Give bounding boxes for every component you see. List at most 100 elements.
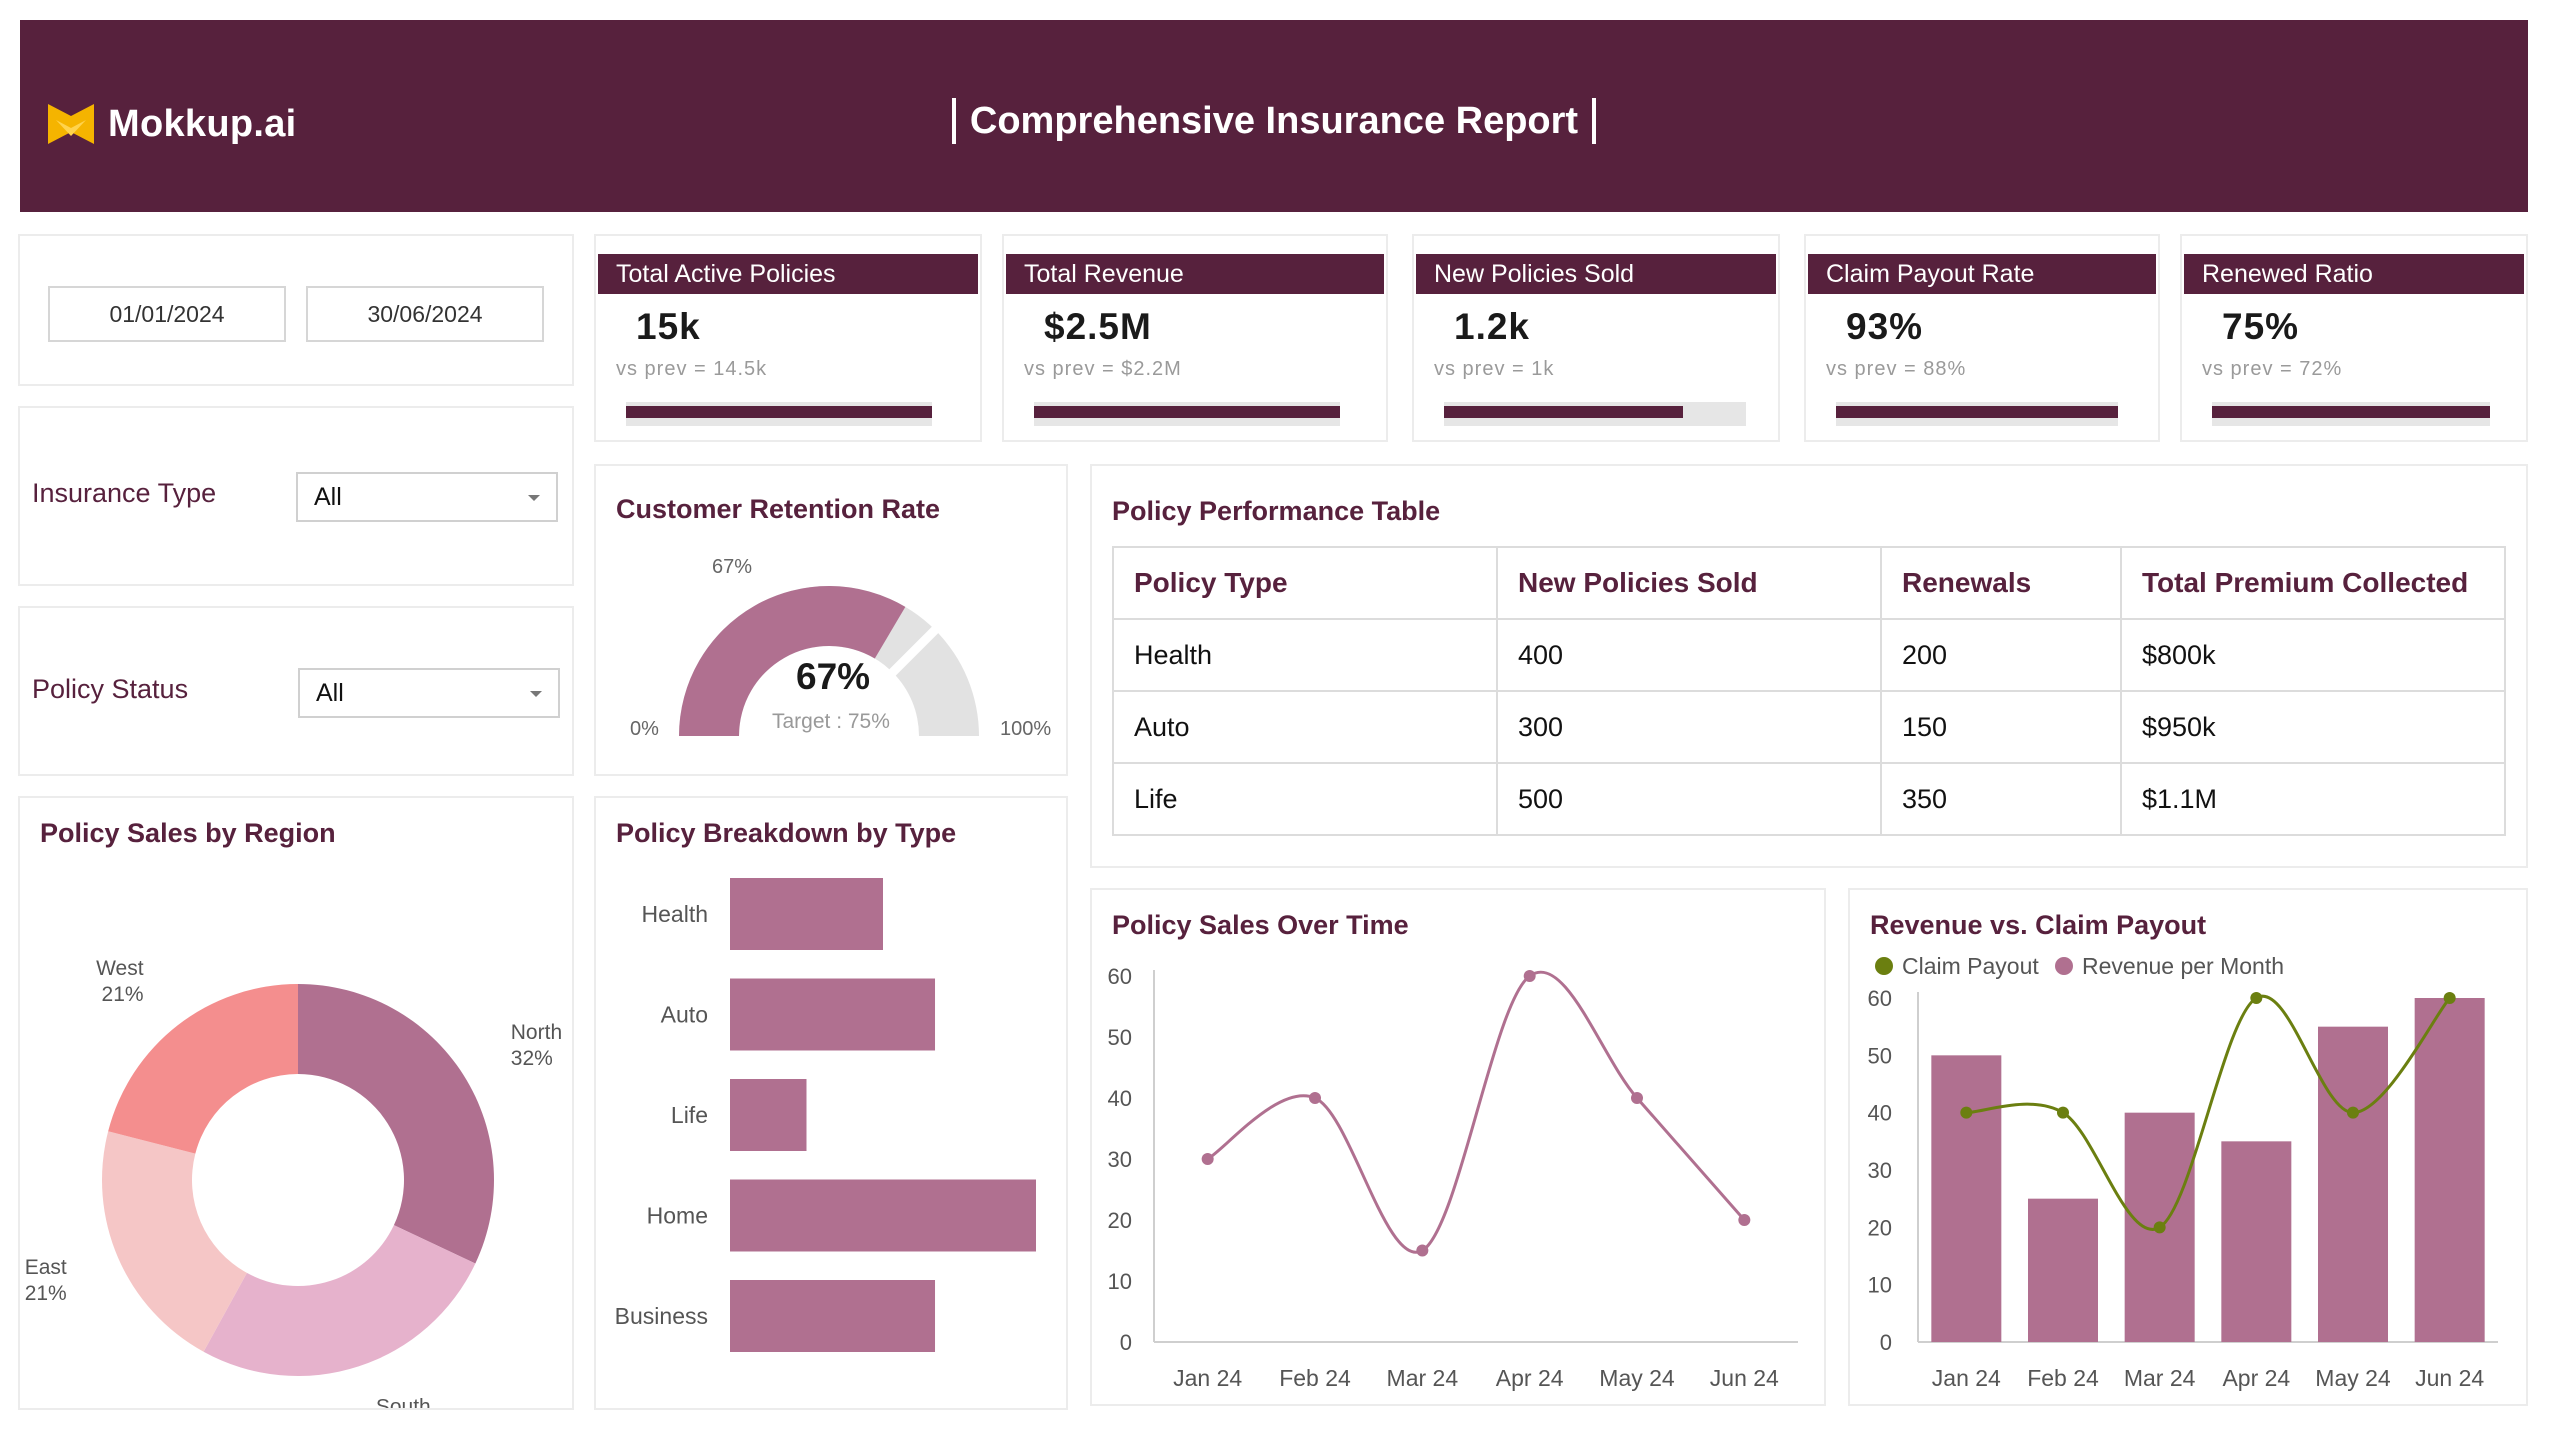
insurance-type-value: All [314, 482, 342, 511]
column-header[interactable]: Policy Type [1112, 546, 1498, 620]
column-header[interactable]: Total Premium Collected [2120, 546, 2506, 620]
bar-home [730, 1179, 1036, 1252]
line-point [2443, 992, 2456, 1004]
revenue-claim-title: Revenue vs. Claim Payout [1870, 910, 2207, 940]
y-tick-label: 0 [1120, 1330, 1132, 1355]
kpi-card-total-active-policies: Total Active Policies 15k vs prev = 14.5… [594, 234, 982, 442]
donut-slice-north [298, 984, 494, 1264]
kpi-card-new-policies-sold: New Policies Sold 1.2k vs prev = 1k [1412, 234, 1780, 442]
kpi-title: Claim Payout Rate [1808, 254, 2156, 294]
table-cell: 200 [1880, 618, 2122, 692]
table-row[interactable]: Life 500 350 $1.1M [1112, 762, 2506, 836]
kpi-value: $2.5M [1044, 306, 1152, 347]
revenue-claim-panel: Revenue vs. Claim Payout Claim Payout Rev… [1848, 888, 2528, 1406]
x-tick-label: Jan 24 [1173, 1365, 1242, 1391]
x-tick-label: Apr 24 [1496, 1365, 1564, 1391]
breakdown-bar-chart: Health Auto Life Home Business [615, 878, 1036, 1352]
x-tick-label: May 24 [2315, 1365, 2391, 1391]
kpi-previous: vs prev = $2.2M [1024, 358, 1182, 380]
gauge-max-label: 100% [1000, 718, 1052, 740]
donut-label-category: West [96, 957, 144, 980]
y-tick-label: 60 [1108, 964, 1132, 989]
bar-business [730, 1280, 936, 1352]
bar-life [730, 1079, 807, 1151]
policy-status-label: Policy Status [32, 674, 189, 704]
donut-label-value: 32% [511, 1047, 553, 1070]
gauge-top-label: 67% [712, 556, 753, 578]
kpi-progress-track [626, 402, 932, 426]
kpi-title: Total Active Policies [598, 254, 978, 294]
table-row[interactable]: Auto 300 150 $950k [1112, 690, 2506, 764]
bar-revenue [2414, 998, 2485, 1342]
legend-claim-payout-swatch [1875, 957, 1893, 975]
mokkup-logo-icon [48, 104, 94, 144]
logo-text: Mokkup.ai [108, 102, 297, 145]
line-point [1631, 1092, 1643, 1104]
policy-status-value: All [316, 678, 344, 707]
y-tick-label: 10 [1868, 1273, 1892, 1298]
kpi-title: Renewed Ratio [2184, 254, 2524, 294]
line-point [1416, 1244, 1429, 1257]
header-bar: Mokkup.ai Comprehensive Insurance Report [20, 20, 2528, 212]
policy-status-select[interactable]: All [298, 668, 560, 718]
sales-time-panel: Policy Sales Over Time 0 10 20 30 40 50 60 Jan … [1090, 888, 1826, 1406]
bar-category-label: Health [642, 901, 708, 927]
kpi-progress-fill [1034, 406, 1340, 418]
kpi-previous: vs prev = 72% [2202, 358, 2343, 380]
legend-revenue-swatch [2055, 957, 2073, 975]
kpi-value: 1.2k [1454, 306, 1531, 347]
chevron-down-icon [530, 691, 542, 697]
bar-auto [730, 978, 936, 1051]
y-tick-label: 30 [1108, 1147, 1132, 1172]
x-tick-label: Apr 24 [2222, 1365, 2290, 1391]
x-tick-label: Mar 24 [1387, 1365, 1459, 1391]
bar-revenue [1931, 1055, 2002, 1342]
donut-label-value: 21% [102, 983, 144, 1006]
gauge-target-marker [886, 623, 942, 679]
gauge-target-label: Target : 75% [772, 710, 890, 733]
revenue-claim-chart: Claim Payout Revenue per Month 0 10 20 30 40 50… [1868, 953, 2498, 1391]
x-tick-label: Jun 24 [1710, 1365, 1779, 1391]
kpi-value: 75% [2222, 306, 2300, 347]
retention-gauge [679, 586, 979, 736]
x-tick-label: Jun 24 [2415, 1365, 2484, 1391]
table-row[interactable]: Health 400 200 $800k [1112, 618, 2506, 692]
table-cell: $800k [2120, 618, 2506, 692]
kpi-card-claim-payout-rate: Claim Payout Rate 93% vs prev = 88% [1804, 234, 2160, 442]
column-header[interactable]: New Policies Sold [1496, 546, 1882, 620]
y-tick-label: 40 [1868, 1101, 1892, 1126]
y-tick-label: 0 [1880, 1330, 1892, 1355]
line-point [2347, 1106, 2359, 1119]
line-point [2153, 1221, 2166, 1234]
bar-category-label: Auto [661, 1002, 708, 1028]
donut-label-value: 21% [25, 1282, 67, 1305]
performance-title: Policy Performance Table [1112, 496, 1441, 526]
table-cell: 350 [1880, 762, 2122, 836]
y-tick-label: 10 [1108, 1269, 1132, 1294]
kpi-title: New Policies Sold [1416, 254, 1776, 294]
legend-revenue-label: Revenue per Month [2082, 953, 2284, 979]
line-point [1201, 1153, 1214, 1165]
gauge-value-arc [679, 586, 906, 736]
bar-revenue [2028, 1198, 2098, 1342]
table-cell: $950k [2120, 690, 2506, 764]
y-tick-label: 50 [1868, 1043, 1892, 1068]
kpi-previous: vs prev = 88% [1826, 358, 1967, 380]
x-tick-label: May 24 [1599, 1365, 1675, 1391]
column-header[interactable]: Renewals [1880, 546, 2122, 620]
retention-panel: Customer Retention Rate 67% 67% Target :… [594, 464, 1068, 776]
donut-slice-east [102, 1131, 247, 1352]
kpi-card-total-revenue: Total Revenue $2.5M vs prev = $2.2M [1002, 234, 1388, 442]
report-title: Comprehensive Insurance Report [951, 98, 1597, 144]
kpi-progress-fill [2212, 406, 2490, 418]
table-header-row: Policy Type New Policies Sold Renewals T… [1112, 546, 2506, 620]
start-date-input[interactable]: 01/01/2024 [48, 286, 286, 342]
logo[interactable]: Mokkup.ai [48, 102, 297, 146]
x-tick-label: Feb 24 [2027, 1365, 2099, 1391]
y-tick-label: 50 [1108, 1025, 1132, 1050]
donut-label-category: South [376, 1396, 431, 1408]
end-date-input[interactable]: 30/06/2024 [306, 286, 544, 342]
line-point [1309, 1092, 1321, 1104]
insurance-type-select[interactable]: All [296, 472, 558, 522]
y-tick-label: 30 [1868, 1158, 1892, 1183]
